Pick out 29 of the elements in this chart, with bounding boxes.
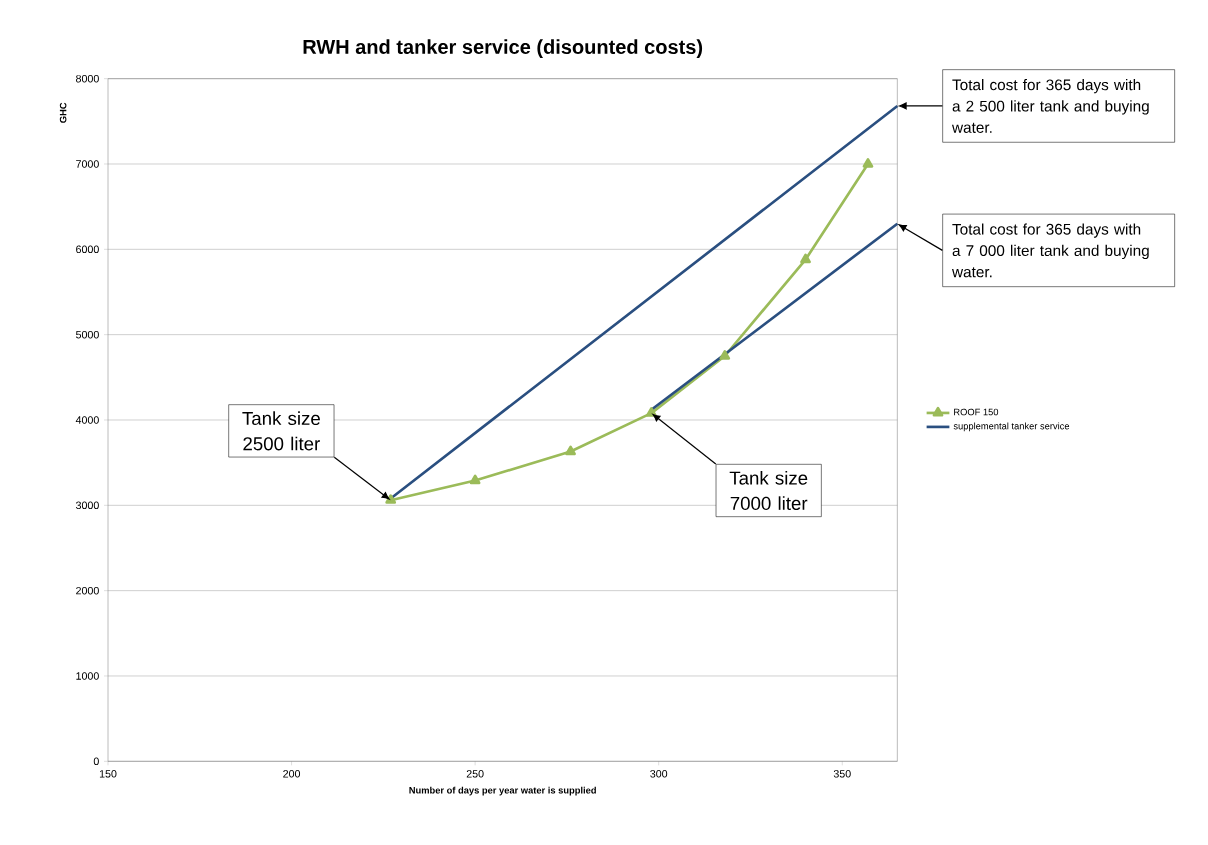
annotation: Tank size 7000 liter	[729, 470, 808, 510]
y-tick-label: 3000	[75, 501, 99, 509]
legend-label: supplemental tanker service	[953, 422, 1070, 432]
point	[565, 445, 576, 456]
annotation: Total cost for 365 days with a 7 000 liter tank and buying water.	[951, 223, 1149, 278]
point	[719, 349, 731, 360]
x-tick-label: 200	[283, 769, 301, 778]
y-tick-label: 1000	[76, 672, 99, 680]
x-tick-label: 350	[833, 769, 851, 778]
y-axis-title: GHC	[59, 102, 67, 123]
y-tick-label: 6000	[76, 245, 99, 253]
y-tick-label: 4000	[75, 416, 99, 424]
point	[800, 253, 811, 264]
annotation: Total cost for 365 days with a 2 500 liter tank and buying water.	[951, 78, 1149, 133]
y-tick-label: 8000	[76, 74, 99, 83]
point	[862, 157, 874, 168]
x-axis-title: Number of days per year water is supplied	[409, 786, 596, 796]
legend-label: ROOF 150	[954, 408, 999, 416]
point	[469, 474, 481, 485]
y-tick-label: 0	[93, 757, 99, 765]
x-tick-label: 250	[466, 769, 484, 778]
chart-title: RWH and tanker service (disounted costs)	[303, 39, 703, 58]
y-tick-label: 5000	[75, 330, 99, 339]
x-tick-label: 300	[650, 769, 668, 778]
annotation: Tank size 2500 liter	[242, 411, 320, 451]
x-tick-label: 150	[99, 769, 117, 778]
y-tick-label: 7000	[76, 160, 99, 168]
point	[385, 494, 397, 504]
y-tick-label: 2000	[76, 586, 99, 595]
